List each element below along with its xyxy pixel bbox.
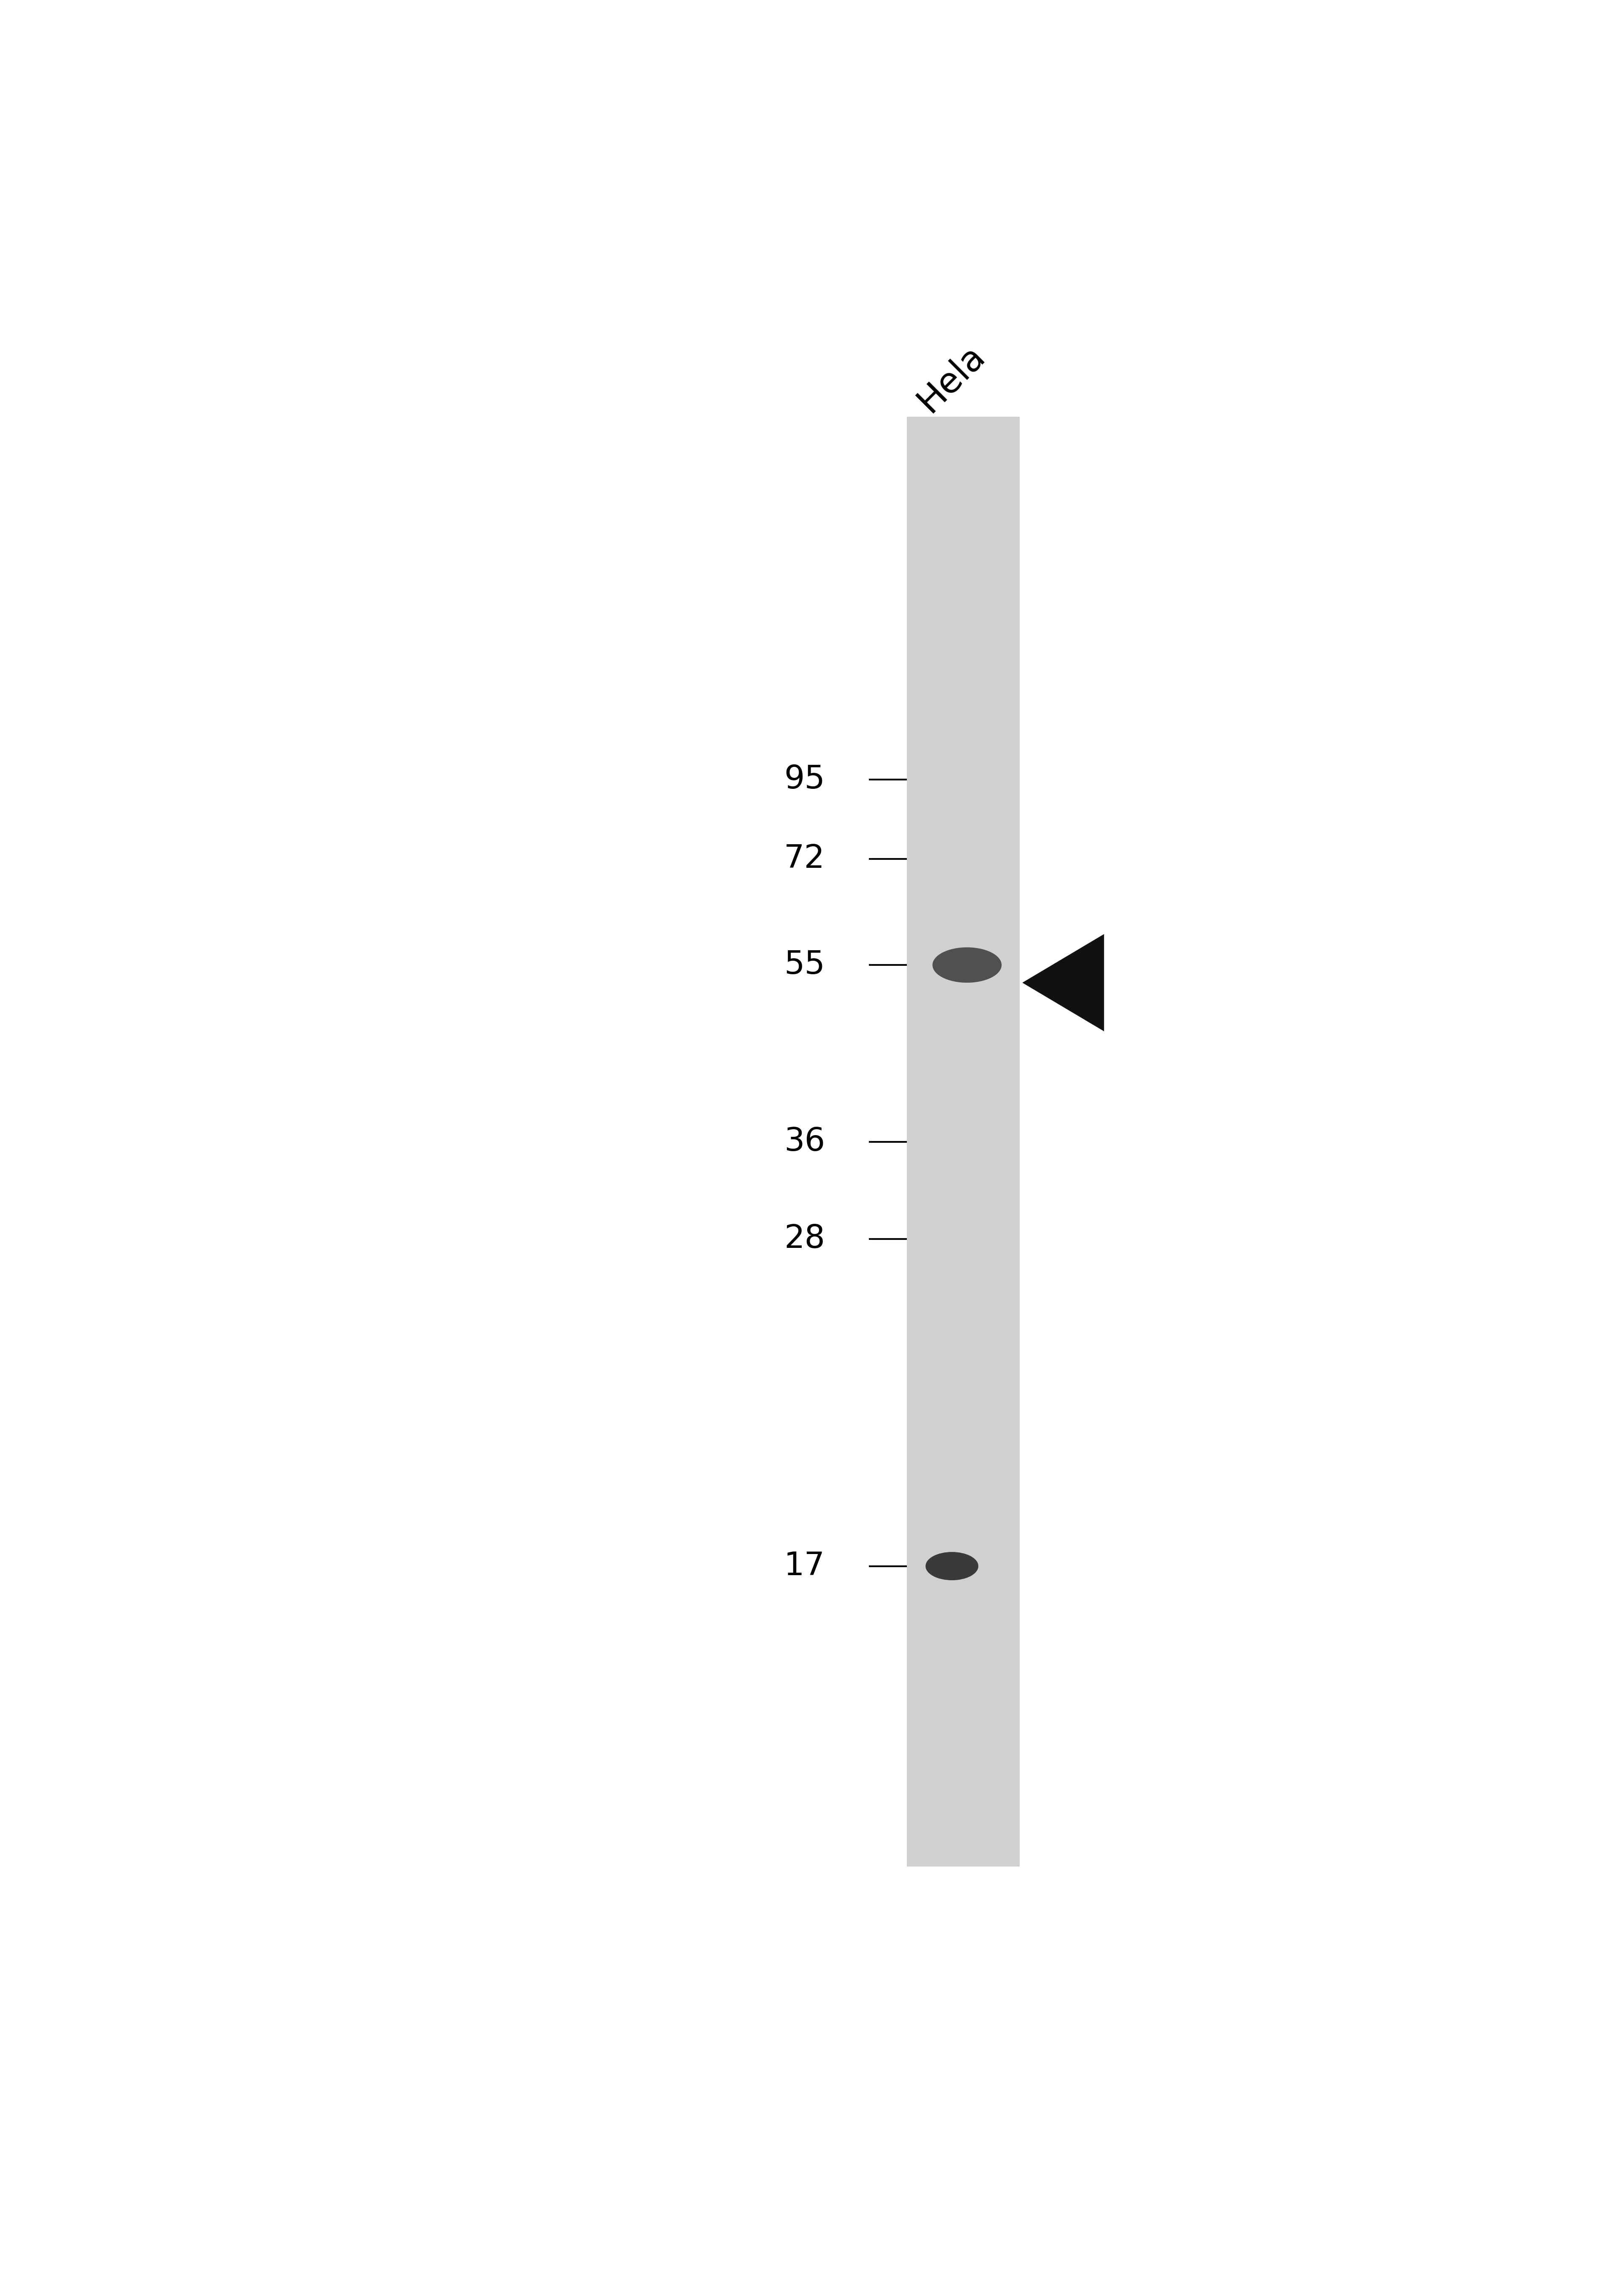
Text: 17: 17 <box>783 1550 826 1582</box>
Ellipse shape <box>926 1552 978 1580</box>
Text: 55: 55 <box>783 948 826 980</box>
Text: 28: 28 <box>783 1224 826 1254</box>
Polygon shape <box>1022 934 1105 1031</box>
Text: 72: 72 <box>783 843 826 875</box>
Bar <box>907 418 1020 1867</box>
Text: 36: 36 <box>783 1125 826 1157</box>
Text: 95: 95 <box>783 765 826 794</box>
Ellipse shape <box>933 948 1002 983</box>
Text: Hela: Hela <box>912 338 991 418</box>
